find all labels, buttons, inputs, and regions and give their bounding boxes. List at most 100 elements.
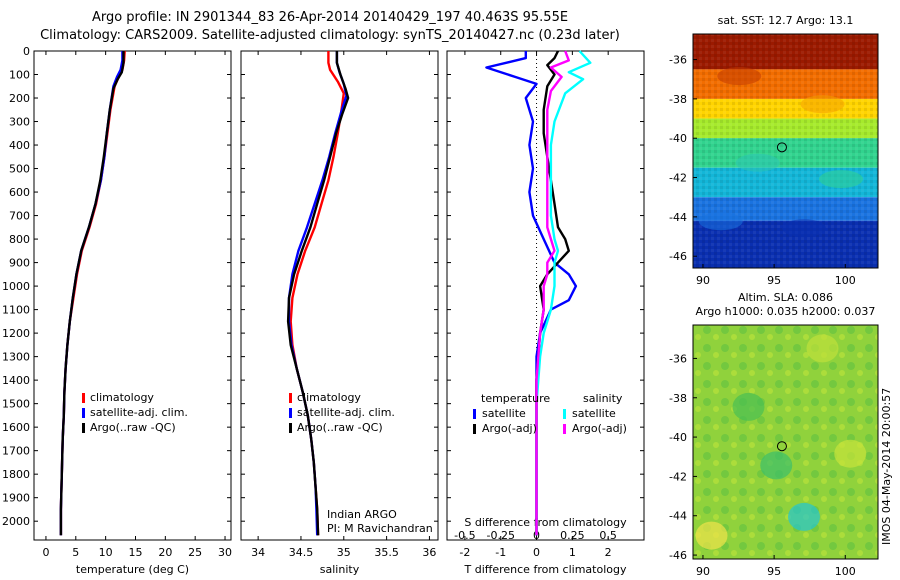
sla-map-ytick-label: -38 (669, 392, 687, 405)
sst-map-xtick-label: 90 (696, 274, 710, 287)
sst-map-ytick-label: -42 (669, 172, 687, 185)
sst-map-frame (692, 33, 879, 269)
sla-map-title-line2: Argo h1000: 0.035 h2000: 0.037 (696, 305, 876, 318)
sla-map-title-line1: Altim. SLA: 0.086 (738, 291, 833, 304)
sst-map-ytick-label: -40 (669, 132, 687, 145)
differences-xtick-label: 1 (569, 546, 576, 559)
depth-tick-label: 700 (9, 210, 30, 223)
figure-title-line1: Argo profile: IN 2901344_83 26-Apr-2014 … (91, 10, 569, 25)
depth-tick-label: 1000 (2, 280, 30, 293)
depth-tick-label: 900 (9, 257, 30, 270)
differences-plot-frame (446, 50, 645, 541)
salinity-chart: 34 34.5 35 35.5 36 salinity climatology satelli… (240, 50, 439, 576)
sla-patch (760, 451, 793, 480)
sst-patch (782, 219, 826, 238)
sst-map-xtick-label: 95 (767, 274, 781, 287)
differences-xtick-label: 2 (605, 546, 612, 559)
salinity-diff-tick-label: -0.25 (486, 529, 514, 542)
depth-tick-label: 2000 (2, 515, 30, 528)
differences-chart: -2 -1 0 1 2 T difference from climatology S di… (446, 50, 645, 576)
salinity-xtick-label: 34 (251, 546, 265, 559)
depth-tick-label: 1800 (2, 468, 30, 481)
depth-tick-label: 1200 (2, 327, 30, 340)
sla-map-chart: -36 -38 -40 -42 -44 -46 90 95 100 Altim. SLA: 0.0… (669, 291, 879, 578)
depth-tick-label: 1500 (2, 398, 30, 411)
sla-map-ytick-label: -44 (669, 510, 687, 523)
sla-map-ytick-label: -42 (669, 470, 687, 483)
salinity-diff-tick-label: 0 (533, 529, 540, 542)
legend-label: Argo(-adj) (482, 422, 537, 435)
sst-map-argo-marker (776, 142, 787, 153)
legend-label: satellite (482, 407, 526, 420)
depth-tick-label: 300 (9, 116, 30, 129)
sla-patch (834, 439, 867, 468)
depth-tick-label: 100 (9, 69, 30, 82)
temperature-legend-label: satellite-adj. clim. (90, 406, 188, 419)
salinity-series-argo-raw-qc- (286, 51, 350, 536)
depth-tick-label: 800 (9, 233, 30, 246)
differences-xtick-label: -2 (459, 546, 470, 559)
sla-map-image (693, 325, 878, 559)
imos-side-label: IMOS 04-May-2014 20:00:57 (880, 387, 893, 545)
legend-swatch (473, 424, 476, 434)
pi-label: PI: M Ravichandran (327, 522, 433, 535)
temperature-legend-label: Argo(..raw -QC) (90, 421, 176, 434)
sla-map-xtick-label: 100 (835, 565, 856, 578)
depth-tick-label: 1700 (2, 445, 30, 458)
salinity-legend-swatch (289, 423, 292, 433)
legend-swatch (563, 409, 566, 419)
temperature-xtick-label: 30 (218, 546, 232, 559)
temperature-series-argo-raw-qc- (59, 51, 125, 536)
salinity-xlabel: salinity (320, 563, 360, 576)
sla-map-xtick-label: 95 (767, 565, 781, 578)
depth-tick-label: 600 (9, 186, 30, 199)
sla-map-ytick-label: -40 (669, 431, 687, 444)
salinity-diff-tick-label: -0.5 (454, 529, 475, 542)
temperature-xtick-label: 20 (158, 546, 172, 559)
sla-map-ytick-label: -36 (669, 352, 687, 365)
legend-swatch (473, 409, 476, 419)
salinity-legend-label: climatology (297, 391, 361, 404)
temperature-plot-frame (33, 50, 232, 541)
depth-tick-label: 1900 (2, 492, 30, 505)
legend-swatch (563, 424, 566, 434)
temperature-xlabel: temperature (deg C) (76, 563, 189, 576)
salinity-diff-tick-label: 0.5 (599, 529, 617, 542)
temperature-legend-swatch (82, 423, 85, 433)
salinity-xtick-label: 35 (337, 546, 351, 559)
depth-tick-label: 1100 (2, 304, 30, 317)
depth-tick-label: 1400 (2, 374, 30, 387)
sst-map-ytick-label: -46 (669, 250, 687, 263)
temperature-legend-label: climatology (90, 391, 154, 404)
sst-map-title: sat. SST: 12.7 Argo: 13.1 (718, 14, 854, 27)
temperature-legend-swatch (82, 393, 85, 403)
differences-series-salinity-argo-adj- (535, 50, 570, 536)
salinity-diff-tick-label: 0.25 (560, 529, 585, 542)
sst-map-xtick-label: 100 (835, 274, 856, 287)
sla-patch (695, 521, 728, 550)
sla-map-argo-marker (776, 441, 787, 452)
depth-tick-label: 200 (9, 92, 30, 105)
salinity-legend-label: Argo(..raw -QC) (297, 421, 383, 434)
sst-map-ytick-label: -36 (669, 54, 687, 67)
temperature-chart: 0100200300400500600700800900100011001200… (2, 45, 232, 576)
sst-patch (735, 153, 780, 172)
sla-map-ytick-label: -46 (669, 549, 687, 562)
sla-patch (806, 334, 839, 363)
differences-xlabel: T difference from climatology (464, 563, 627, 576)
sla-patch (732, 392, 765, 421)
sst-map-ytick-label: -38 (669, 93, 687, 106)
salinity-diff-label: S difference from climatology (464, 516, 627, 529)
temperature-legend-swatch (82, 408, 85, 418)
legend-group-heading: temperature (481, 392, 550, 405)
figure-title-line2: Climatology: CARS2009. Satellite-adjuste… (40, 28, 620, 43)
salinity-xtick-label: 34.5 (289, 546, 314, 559)
temperature-xtick-label: 15 (128, 546, 142, 559)
sst-patch (717, 67, 762, 86)
temperature-xtick-label: 0 (42, 546, 49, 559)
depth-tick-label: 0 (23, 45, 30, 58)
salinity-xtick-label: 36 (422, 546, 436, 559)
sla-patch (788, 502, 820, 531)
legend-group-heading: salinity (583, 392, 623, 405)
depth-tick-label: 400 (9, 139, 30, 152)
